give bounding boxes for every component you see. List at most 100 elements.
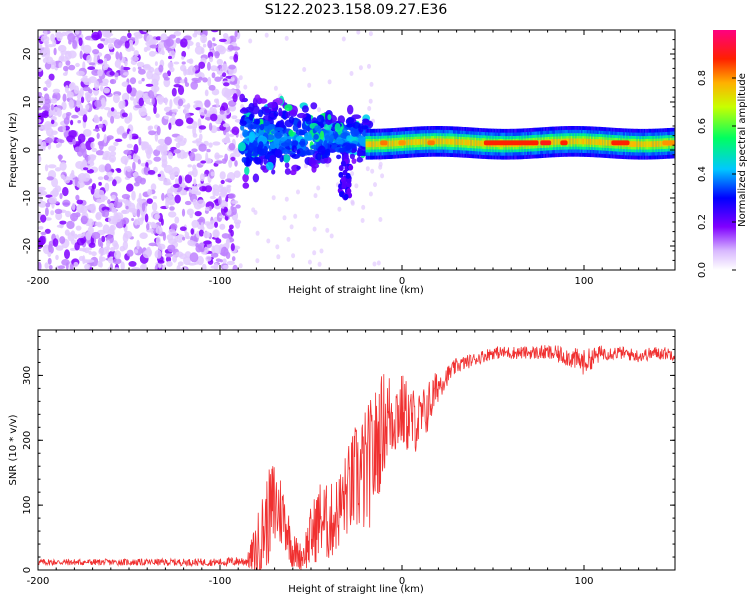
spectrogram-cell bbox=[412, 139, 414, 146]
spectrogram-cell bbox=[214, 221, 218, 228]
spectrogram-cell bbox=[104, 182, 110, 192]
spectrogram-cell bbox=[229, 224, 234, 230]
spectrogram-cell bbox=[579, 138, 582, 145]
spectrogram-cell bbox=[455, 139, 458, 145]
spectrogram-cell bbox=[243, 84, 248, 90]
spectrogram-cell bbox=[210, 113, 218, 122]
spectrogram-cell bbox=[193, 121, 198, 129]
spectrogram-cell bbox=[66, 91, 74, 99]
spectrogram-cell bbox=[284, 35, 289, 41]
spectrogram-cell bbox=[113, 141, 119, 147]
spectrogram-cell bbox=[204, 99, 211, 108]
spectrogram-cell bbox=[221, 102, 229, 111]
spectrogram-cell bbox=[304, 132, 312, 141]
spectrogram-cell bbox=[102, 78, 109, 85]
spectrogram-cell bbox=[51, 177, 59, 188]
spectrogram-cell bbox=[661, 140, 663, 147]
spectrogram-xtick-label: 100 bbox=[574, 276, 593, 287]
snr-ytick-label: 200 bbox=[22, 431, 33, 450]
spectrogram-cell bbox=[136, 208, 141, 218]
spectrogram-cell bbox=[610, 140, 612, 146]
spectrogram-cell bbox=[573, 138, 576, 145]
spectrogram-cell bbox=[166, 260, 173, 267]
spectrogram-cell bbox=[450, 138, 452, 145]
spectrogram-cell bbox=[215, 238, 222, 244]
spectrogram-cell bbox=[95, 150, 105, 156]
spectrogram-cell bbox=[642, 141, 644, 148]
spectrogram-cell bbox=[88, 62, 96, 66]
spectrogram-cell bbox=[255, 230, 260, 236]
spectrogram-cell bbox=[266, 238, 271, 244]
spectrogram-cell bbox=[376, 260, 381, 266]
spectrogram-cell bbox=[608, 140, 611, 146]
spectrogram-cell bbox=[204, 221, 212, 226]
spectrogram-cell bbox=[157, 173, 161, 177]
spectrogram-cell bbox=[225, 251, 231, 259]
spectrogram-cell bbox=[168, 201, 174, 206]
spectrogram-cell bbox=[131, 267, 141, 270]
spectrogram-cell bbox=[186, 125, 195, 129]
spectrogram-cell bbox=[50, 119, 55, 125]
spectrogram-cell bbox=[441, 138, 443, 145]
spectrogram-cell bbox=[210, 171, 215, 177]
spectrogram-cell bbox=[394, 140, 397, 147]
spectrogram-cell bbox=[57, 265, 66, 270]
spectrogram-cell bbox=[556, 138, 558, 145]
spectrogram-cell bbox=[183, 256, 191, 266]
spectrogram-ytick-label: 10 bbox=[22, 96, 33, 109]
spectrogram-cell bbox=[338, 147, 347, 153]
spectrogram-cell bbox=[230, 243, 235, 252]
spectrogram-cell bbox=[122, 132, 128, 139]
spectrogram-cell bbox=[283, 154, 291, 163]
spectrogram-cell bbox=[66, 220, 75, 230]
spectrogram-cell bbox=[229, 80, 238, 85]
spectrogram-cell bbox=[123, 230, 133, 239]
spectrogram-cell bbox=[234, 30, 238, 38]
spectrogram-cell bbox=[109, 224, 116, 231]
spectrogram-cell bbox=[82, 44, 92, 55]
spectrogram-cell bbox=[292, 123, 299, 132]
spectrogram-cell bbox=[244, 166, 250, 176]
spectrogram-cell bbox=[73, 85, 80, 94]
spectrogram-cell bbox=[179, 226, 187, 231]
spectrogram-cell bbox=[146, 198, 153, 205]
spectrogram-cell bbox=[375, 141, 378, 148]
spectrogram-cell bbox=[126, 143, 133, 149]
spectrogram-cell bbox=[100, 85, 104, 92]
spectrogram-cell bbox=[234, 118, 242, 123]
spectrogram-cell bbox=[361, 204, 366, 210]
colorbar-tick-label: 0.0 bbox=[697, 262, 708, 278]
spectrogram-cell bbox=[410, 139, 413, 146]
spectrogram-cell bbox=[107, 267, 113, 270]
spectrogram-cell bbox=[116, 168, 122, 173]
spectrogram-cell bbox=[106, 38, 114, 44]
spectrogram-cell bbox=[56, 224, 64, 228]
spectrogram-cell bbox=[75, 62, 80, 68]
spectrogram-cell bbox=[97, 43, 104, 49]
spectrogram-cell bbox=[48, 110, 52, 117]
spectrogram-cell bbox=[345, 172, 351, 179]
spectrogram-cell bbox=[145, 83, 154, 87]
spectrogram-cell bbox=[252, 173, 260, 183]
spectrogram-cell bbox=[82, 248, 87, 253]
spectrogram-cell bbox=[177, 261, 184, 267]
spectrogram-cell bbox=[174, 194, 181, 204]
spectrogram-cell bbox=[387, 140, 389, 147]
spectrogram-cell bbox=[126, 84, 132, 94]
spectrogram-cell bbox=[118, 199, 123, 203]
spectrogram-cell bbox=[44, 164, 49, 172]
spectrogram-cell bbox=[445, 138, 448, 145]
spectrogram-cell bbox=[155, 226, 163, 235]
spectrogram-cell bbox=[200, 222, 204, 231]
spectrogram-cell bbox=[203, 249, 209, 254]
spectrogram-cell bbox=[416, 139, 419, 145]
spectrogram-cell bbox=[325, 227, 330, 233]
spectrogram-cell bbox=[102, 209, 110, 218]
spectrogram-cell bbox=[88, 250, 92, 255]
spectrogram-cell bbox=[354, 183, 359, 189]
spectrogram-cell bbox=[83, 129, 92, 137]
spectrogram-cell bbox=[368, 191, 373, 197]
spectrogram-cell bbox=[284, 104, 293, 112]
spectrogram-cell bbox=[280, 142, 290, 147]
spectrogram-cell bbox=[204, 157, 212, 164]
